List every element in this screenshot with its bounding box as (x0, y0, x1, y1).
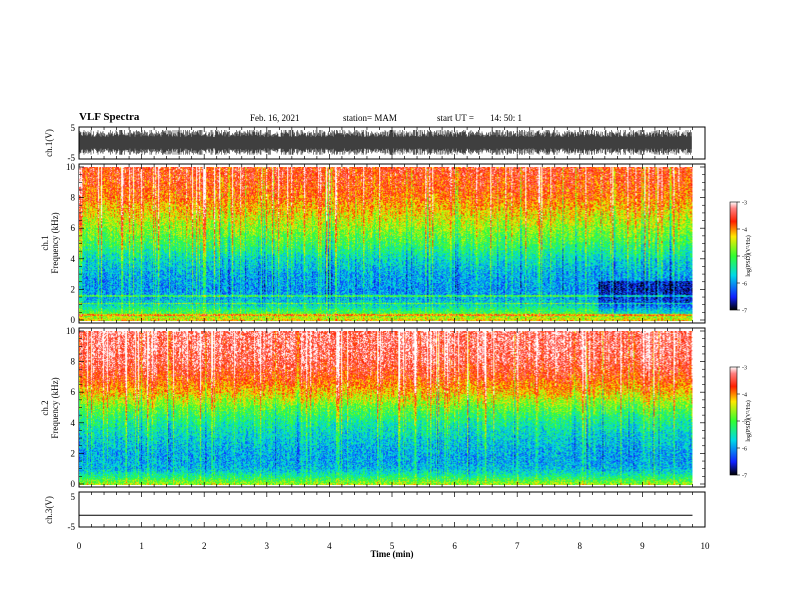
freq-tick-label: 2 (71, 448, 76, 458)
station-label: station= MAM (343, 113, 397, 123)
time-tick-label: 2 (202, 541, 207, 551)
freq-tick-label: 10 (66, 162, 76, 172)
ch1-waveform-ylabel: ch.1(V) (44, 129, 54, 157)
ch2-spectrogram-yticks: 0 2 4 6 8 10 (66, 326, 705, 489)
freq-tick-label: 6 (71, 387, 76, 397)
freq-tick-label: 4 (71, 254, 76, 264)
time-axis-tick-labels: 0 1 2 3 4 5 6 7 8 9 10 (77, 541, 710, 551)
ch1-colorbar-label: log(PSD)(V²/Hz) (745, 235, 752, 276)
ch1-ytick-bottom: -5 (68, 153, 76, 163)
ch3-ytick-top: 5 (71, 492, 76, 502)
colorbar-tick-label: -6 (742, 282, 747, 288)
freq-tick-label: 2 (71, 284, 76, 294)
time-tick-label: 8 (578, 541, 583, 551)
ch3-waveform-ylabel: ch.3(V) (44, 496, 54, 524)
time-tick-label: 4 (327, 541, 332, 551)
freq-tick-label: 8 (71, 357, 76, 367)
ch2-colorbar (729, 366, 738, 476)
start-ut-label: start UT = (437, 113, 474, 123)
ch1-colorbar (729, 201, 738, 311)
start-ut-value: 14: 50: 1 (490, 113, 523, 123)
freq-tick-label: 0 (71, 479, 76, 489)
time-tick-label: 1 (139, 541, 144, 551)
ch3-ytick-bottom: -5 (68, 522, 76, 532)
ch1-spectrogram-ylabel: ch.1 (40, 235, 50, 250)
colorbar-tick-label: -7 (742, 309, 747, 315)
ch2-spectrogram-ylabel: ch.2 (40, 400, 50, 415)
time-tick-label: 9 (640, 541, 645, 551)
time-tick-label: 5 (390, 541, 395, 551)
ch1-spectrogram-yticks: 0 2 4 6 8 10 (66, 162, 705, 325)
ch1-spectrogram-heatmap (79, 167, 693, 321)
date-label: Feb. 16, 2021 (250, 113, 300, 123)
ch1-spectrogram-ylabel2: Frequency (kHz) (50, 212, 60, 273)
colorbar-tick-label: -6 (742, 447, 747, 453)
time-axis-label: Time (min) (370, 549, 413, 559)
figure-title: VLF Spectra (79, 111, 140, 123)
time-tick-label: 0 (77, 541, 82, 551)
ch1-waveform-trace (78, 130, 692, 155)
colorbar-tick-label: -4 (742, 228, 747, 234)
colorbar-tick-label: -5 (742, 420, 747, 426)
ch1-waveform-panel: 5 -5 ch.1(V) (44, 123, 706, 163)
ch1-ytick-top: 5 (71, 123, 76, 133)
ch2-colorbar-ticks: -3 -4 -5 -6 -7 (737, 366, 747, 480)
freq-tick-label: 10 (66, 326, 76, 336)
ch1-waveform-ticks (78, 127, 706, 159)
freq-tick-label: 0 (71, 315, 76, 325)
colorbar-tick-label: -4 (742, 393, 747, 399)
colorbar-tick-label: -5 (742, 255, 747, 261)
ch2-colorbar-label: log(PSD)(V²/Hz) (745, 400, 752, 441)
ch3-waveform-ticks (78, 492, 706, 527)
colorbar-tick-label: -3 (742, 201, 747, 207)
ch1-spectrogram-xticks (78, 164, 706, 323)
colorbar-tick-label: -7 (742, 474, 747, 480)
ch1-colorbar-ticks: -3 -4 -5 -6 -7 (737, 201, 747, 315)
colorbar-tick-label: -3 (742, 366, 747, 372)
time-tick-label: 3 (265, 541, 270, 551)
time-tick-label: 6 (452, 541, 457, 551)
ch1-waveform-path (78, 130, 692, 155)
time-tick-label: 10 (701, 541, 711, 551)
ch2-spectrogram-heatmap (79, 331, 693, 485)
freq-tick-label: 6 (71, 223, 76, 233)
freq-tick-label: 8 (71, 193, 76, 203)
time-tick-label: 7 (515, 541, 520, 551)
freq-tick-label: 4 (71, 418, 76, 428)
ch2-spectrogram-ylabel2: Frequency (kHz) (50, 377, 60, 438)
ch3-waveform-panel: 5 -5 ch.3(V) 0 1 2 3 4 5 6 7 8 9 10 Time (min) (44, 491, 710, 559)
ch2-spectrogram-xticks (78, 328, 706, 487)
